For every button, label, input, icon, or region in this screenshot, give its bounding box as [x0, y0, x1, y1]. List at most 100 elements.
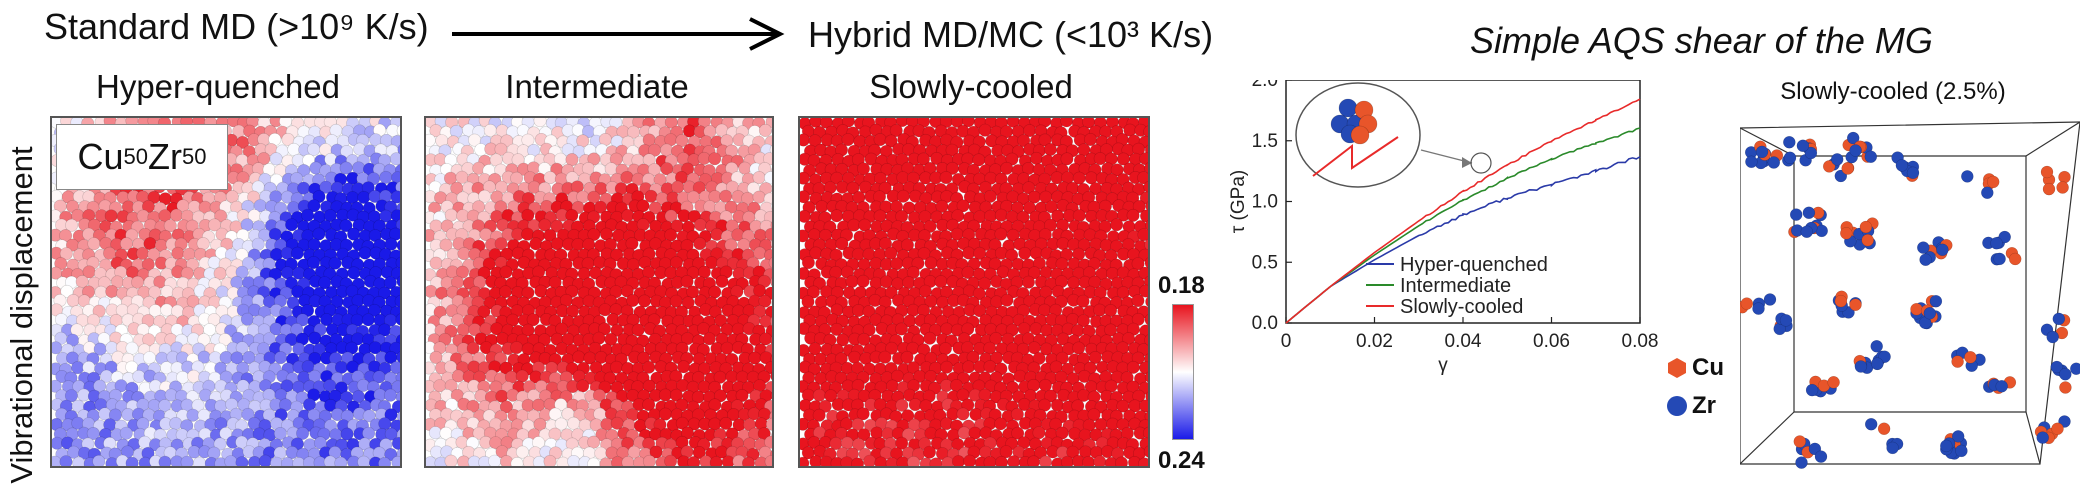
atom	[962, 247, 974, 259]
atom	[897, 457, 909, 466]
cluster-3d-box	[1740, 116, 2080, 476]
standard-md-label: Standard MD (>10⁹ K/s)	[44, 6, 429, 48]
box-edge	[1740, 412, 1794, 464]
atom	[659, 389, 671, 401]
atom	[358, 456, 370, 466]
atom	[126, 342, 138, 354]
y-axis-label: τ (GPa)	[1228, 170, 1249, 233]
cu-atom	[1987, 176, 1999, 188]
zr-atom	[1896, 159, 1908, 171]
y-tick-label: 2.0	[1252, 80, 1278, 91]
atom	[720, 190, 732, 202]
cu-atom	[2009, 253, 2021, 265]
cu-atom	[2043, 183, 2055, 195]
cu-atom	[1794, 436, 1806, 448]
atom	[759, 124, 771, 136]
atom	[73, 457, 85, 466]
zr-atom	[1917, 242, 1929, 254]
inset-atom	[1339, 99, 1357, 117]
cu-atom	[1828, 376, 1840, 388]
atom	[984, 360, 996, 372]
atom	[1115, 457, 1127, 466]
atom	[120, 427, 132, 439]
atom	[161, 304, 173, 316]
zr-atom	[1816, 225, 1828, 237]
zr-atom	[1796, 457, 1808, 469]
atom	[846, 275, 858, 287]
atom	[426, 285, 437, 297]
x-tick-label: 0	[1281, 331, 1292, 352]
zr-atom	[1797, 140, 1809, 152]
atom	[521, 228, 533, 240]
cu-atom	[1860, 221, 1872, 233]
atom	[270, 153, 282, 165]
atom	[170, 417, 182, 429]
cu-atom	[1862, 234, 1874, 246]
atom	[534, 118, 546, 127]
atom	[567, 417, 579, 429]
atom	[220, 351, 232, 363]
atom	[831, 210, 843, 222]
atom	[643, 455, 655, 466]
atom	[93, 455, 105, 466]
zr-atom	[1801, 226, 1813, 238]
atom	[638, 295, 650, 307]
atom	[67, 294, 79, 306]
atom-panel-slowly-cooled	[798, 116, 1150, 468]
x-tick-label: 0.08	[1622, 331, 1659, 352]
cu-atom	[1850, 299, 1862, 311]
atom	[709, 153, 721, 165]
atom	[939, 342, 951, 354]
zr-atom	[1784, 152, 1796, 164]
atom	[1022, 276, 1034, 288]
atom	[252, 238, 264, 250]
composition-element-cu: Cu	[78, 136, 124, 178]
composition-sub-zr: 50	[182, 144, 206, 170]
zr-atom	[1865, 418, 1877, 430]
atom	[753, 191, 765, 203]
atom	[962, 361, 974, 373]
atom	[1132, 294, 1144, 306]
y-tick-label: 1.5	[1252, 131, 1278, 152]
zr-atom	[1756, 146, 1768, 158]
atom	[1019, 247, 1031, 259]
atom-field-slowly-cooled	[800, 118, 1148, 466]
atom	[430, 257, 442, 269]
atom	[426, 362, 435, 374]
atom	[530, 238, 542, 250]
atom-panel-intermediate	[424, 116, 774, 468]
atom	[610, 361, 622, 373]
atom	[335, 457, 347, 466]
cu-atom	[1840, 227, 1852, 239]
atom	[1094, 456, 1106, 467]
zr-atom	[1783, 136, 1795, 148]
atom	[632, 324, 644, 336]
atom	[1111, 219, 1123, 231]
zr-atom	[1764, 294, 1776, 306]
atom	[1039, 456, 1051, 466]
atom	[957, 408, 969, 420]
atom	[359, 247, 371, 259]
zr-atom	[1936, 244, 1948, 256]
atom	[879, 351, 891, 363]
atom	[484, 124, 496, 136]
zr-atom	[1850, 145, 1862, 157]
atom	[995, 209, 1007, 221]
atom	[1044, 143, 1056, 155]
atom	[362, 314, 374, 326]
panel-title-intermediate: Intermediate	[424, 68, 770, 106]
atom	[891, 258, 903, 270]
atom	[535, 285, 547, 297]
atom	[925, 257, 937, 269]
cu-atom	[1878, 423, 1890, 435]
atom	[940, 171, 952, 183]
zr-atom	[1961, 170, 1973, 182]
atom	[143, 352, 155, 364]
atom	[753, 171, 765, 183]
atom	[139, 436, 151, 448]
zr-atom	[1745, 156, 1757, 168]
atom	[551, 238, 563, 250]
atom	[60, 456, 72, 467]
atom	[1094, 304, 1106, 316]
zr-atom	[1996, 380, 2008, 392]
